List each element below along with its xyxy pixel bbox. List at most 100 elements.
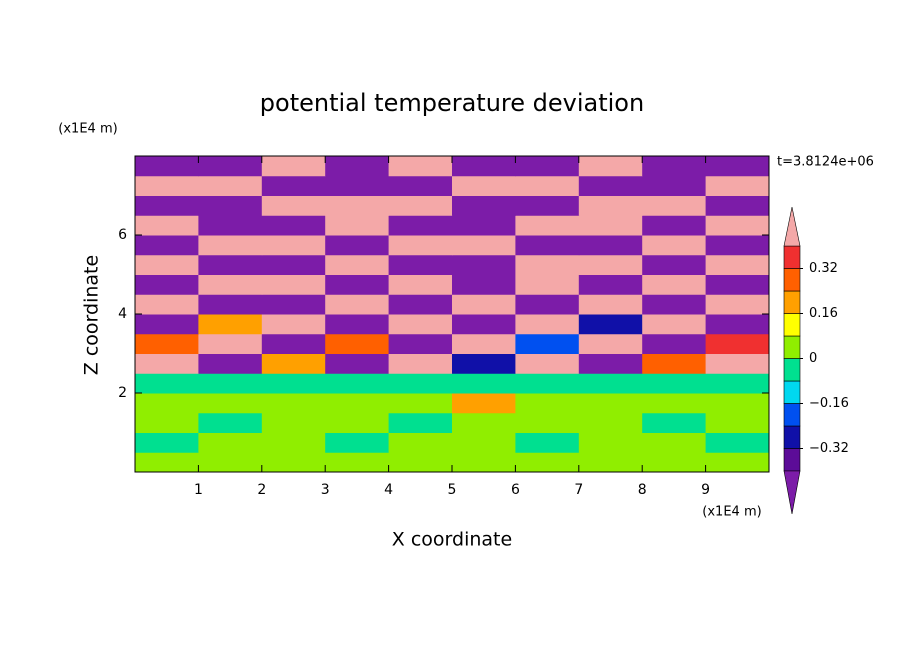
contour-cell [705,254,770,275]
contour-cell [388,353,453,374]
time-label: t=3.8124e+06 [777,155,874,170]
contour-cell [135,314,199,335]
contour-cell [198,254,263,275]
contour-cell [388,333,453,354]
contour-cell [388,195,453,216]
colorbar-tick-label: −0.16 [809,396,849,411]
contour-cell [388,254,453,275]
colorbar-band [783,358,801,382]
contour-cell [198,294,263,315]
contour-cell [515,393,580,414]
colorbar-band [783,425,801,449]
contour-cell [642,412,707,433]
contour-cell [261,195,326,216]
contour-cell [452,353,516,374]
contour-cell [515,294,580,315]
contour-cell [198,353,263,374]
contour-cell [578,393,643,414]
contour-cell [325,294,390,315]
contour-cell [452,274,516,295]
colorbar-band [783,290,801,314]
contour-cell [642,215,707,236]
contour-cell [452,452,516,473]
contour-cell [261,235,326,256]
x-tick-label: 1 [194,482,203,498]
contour-cell [705,195,770,216]
contour-cell [325,195,390,216]
contour-cell [642,333,707,354]
contour-cell [325,254,390,275]
contour-cell [261,432,326,453]
contour-cell [135,274,199,295]
contour-cell [261,274,326,295]
contour-cell [325,452,390,473]
colorbar-band [783,448,801,472]
contour-cell [135,353,199,374]
contour-cell [198,412,263,433]
contour-cell [578,412,643,433]
contour-cell [578,195,643,216]
contour-cell [135,452,199,473]
contour-cell [452,432,516,453]
contour-cell [388,175,453,196]
y-tick-label: 4 [118,306,127,322]
contour-cell [642,294,707,315]
contour-cell [705,393,770,414]
contour-cell [705,452,770,473]
contour-cell [261,412,326,433]
x-tick-label: 6 [511,482,520,498]
contour-cell [705,412,770,433]
contour-cell [261,294,326,315]
contour-cell [578,373,643,394]
contour-cell [515,314,580,335]
contour-cell [135,373,199,394]
contour-cell [578,215,643,236]
contour-cell [135,294,199,315]
contour-cell [388,235,453,256]
contour-cell [452,333,516,354]
contour-cell [452,175,516,196]
contour-cell [452,254,516,275]
contour-cell [578,254,643,275]
contour-cell [515,373,580,394]
contour-cell [325,175,390,196]
contour-cell [452,294,516,315]
contour-cell [515,175,580,196]
contour-cell [135,156,199,177]
y-axis-label: Z coordinate [81,255,103,375]
contour-cell [325,215,390,236]
contour-cell [642,314,707,335]
contour-cell [388,274,453,295]
contour-cell [642,156,707,177]
contour-cell [705,333,770,354]
contour-cell [705,235,770,256]
contour-cell [515,432,580,453]
contour-cell [578,432,643,453]
contour-cell [388,156,453,177]
chart-title: potential temperature deviation [260,89,644,117]
contour-cell [135,333,199,354]
contour-cell [198,195,263,216]
contour-cell [705,175,770,196]
contour-cell [388,412,453,433]
contour-cell [705,353,770,374]
contour-cell [135,254,199,275]
contour-cell [452,195,516,216]
contour-cell [452,412,516,433]
contour-cell [515,215,580,236]
x-unit: (x1E4 m) [702,505,761,520]
contour-cell [198,274,263,295]
x-tick-label: 2 [257,482,266,498]
contour-cell [452,215,516,236]
colorbar-tick-label: −0.32 [809,441,849,456]
contour-cell [515,333,580,354]
contour-cell [642,432,707,453]
contour-cell [578,274,643,295]
contour-cell [515,353,580,374]
contour-cell [261,175,326,196]
contour-cell [705,274,770,295]
x-tick-label: 7 [574,482,583,498]
contour-cell [705,314,770,335]
contour-cell [578,294,643,315]
